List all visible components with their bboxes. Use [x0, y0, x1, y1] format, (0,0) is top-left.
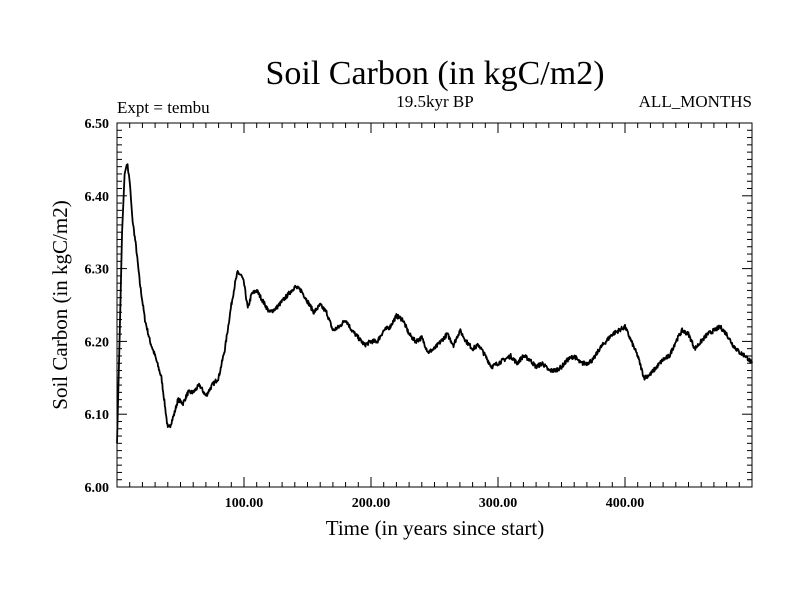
y-tick-label: 6.40 — [85, 190, 110, 205]
x-tick-label: 300.00 — [479, 496, 518, 511]
tick-marks — [117, 123, 752, 487]
soil-carbon-line — [116, 163, 753, 444]
x-tick-label: 400.00 — [606, 496, 645, 511]
y-tick-label: 6.10 — [85, 408, 110, 423]
y-tick-label: 6.00 — [85, 481, 110, 496]
x-tick-label: 100.00 — [225, 496, 264, 511]
experiment-label: Expt = tembu — [117, 98, 210, 117]
y-tick-label: 6.50 — [85, 117, 110, 132]
months-label: ALL_MONTHS — [639, 92, 752, 111]
y-tick-label: 6.20 — [85, 335, 110, 350]
x-axis-label: Time (in years since start) — [326, 516, 545, 540]
chart-title: Soil Carbon (in kgC/m2) — [265, 55, 604, 92]
period-label: 19.5kyr BP — [396, 92, 473, 111]
y-tick-label: 6.30 — [85, 263, 110, 278]
plot-frame — [116, 122, 753, 488]
x-tick-label: 200.00 — [352, 496, 391, 511]
y-axis-label: Soil Carbon (in kgC/m2) — [48, 200, 72, 409]
tick-labels: 100.00 200.00 300.00 400.00 6.00 6.10 6.20 6.30… — [85, 117, 645, 511]
